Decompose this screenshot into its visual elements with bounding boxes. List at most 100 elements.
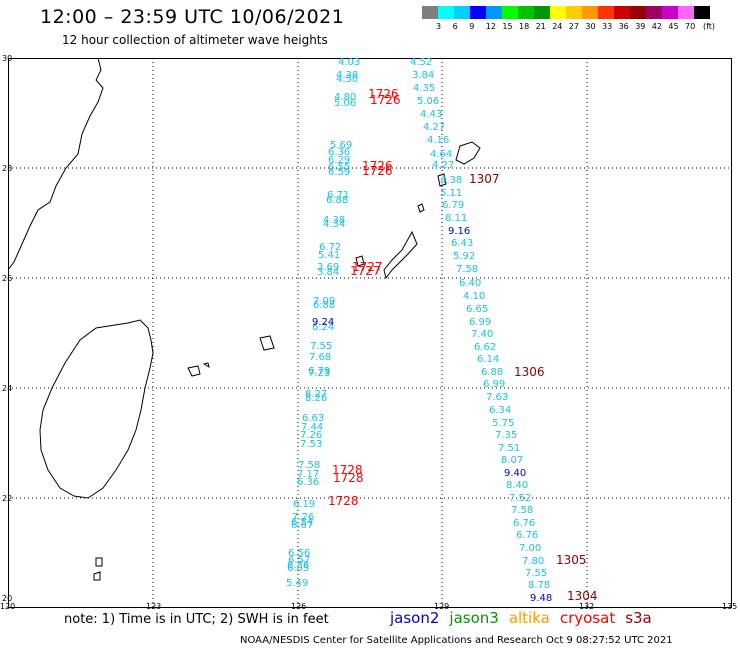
pass-time-label: 1304 bbox=[567, 589, 598, 603]
wave-height-value: 4.64 bbox=[430, 149, 453, 160]
legend-tick-label: 24 bbox=[552, 22, 563, 31]
wave-height-value: 9.16 bbox=[448, 226, 471, 237]
satellite-label-altika: altika bbox=[508, 609, 550, 627]
legend-swatch bbox=[614, 6, 630, 19]
wave-height-value: 6.54 bbox=[291, 517, 314, 528]
legend-tick-label: 30 bbox=[585, 22, 596, 31]
legend-swatch bbox=[422, 6, 438, 19]
wave-height-value: 4.16 bbox=[427, 135, 450, 146]
map-subtitle: 12 hour collection of altimeter wave hei… bbox=[62, 33, 328, 47]
wave-height-value: 7.00 bbox=[519, 543, 542, 554]
footer-credit: NOAA/NESDIS Center for Satellite Applica… bbox=[240, 635, 673, 646]
legend-swatch bbox=[550, 6, 566, 19]
wave-height-value: 7.52 bbox=[509, 493, 532, 504]
pass-time-label: 1728 bbox=[333, 471, 364, 485]
wave-height-value: 6.63 bbox=[302, 413, 325, 424]
y-tick-label: 30 bbox=[2, 54, 13, 63]
wave-height-value: 3.84 bbox=[317, 267, 340, 278]
wave-height-value: 4.38 bbox=[323, 215, 346, 226]
satellite-label-jason2: jason2 bbox=[390, 609, 440, 627]
legend-swatch bbox=[534, 6, 550, 19]
wave-height-value: 7.55 bbox=[525, 568, 548, 579]
legend-swatch bbox=[662, 6, 678, 19]
pass-time-label: 1306 bbox=[514, 365, 545, 379]
legend-swatch bbox=[454, 6, 470, 19]
y-tick-label: 22 bbox=[2, 494, 13, 503]
wave-height-value: 6.55 bbox=[328, 162, 351, 173]
pass-time-label: 1728 bbox=[332, 463, 363, 477]
wave-height-map bbox=[8, 58, 732, 608]
y-tick-label: 24 bbox=[2, 384, 13, 393]
wave-height-value: 6.56 bbox=[288, 548, 311, 559]
wave-height-value: 7.51 bbox=[498, 443, 521, 454]
wave-height-value: 7.26 bbox=[300, 430, 323, 441]
china-coastline bbox=[8, 58, 104, 271]
wave-height-value: 6.88 bbox=[326, 195, 349, 206]
legend-tick-label: 18 bbox=[519, 22, 530, 31]
pass-time-label: 1727 bbox=[352, 260, 383, 274]
wave-height-value: 7.58 bbox=[298, 460, 321, 471]
legend-swatch bbox=[598, 6, 614, 19]
legend-swatch bbox=[486, 6, 502, 19]
wave-height-value: 5.06 bbox=[334, 98, 357, 109]
y-tick-label: 28 bbox=[2, 164, 13, 173]
wave-height-value: 8.27 bbox=[305, 389, 328, 400]
wave-height-value: 6.40 bbox=[459, 278, 482, 289]
wave-height-value: 6.71 bbox=[327, 190, 350, 201]
pass-time-label: 1307 bbox=[469, 172, 500, 186]
wave-height-value: 7.09 bbox=[313, 296, 336, 307]
satellite-key: jason2 jason3 altika cryosat s3a bbox=[390, 609, 662, 627]
wave-height-value: 5.06 bbox=[417, 96, 440, 107]
wave-height-value: 6.62 bbox=[474, 342, 497, 353]
x-tick-label: 132 bbox=[579, 602, 595, 611]
wave-height-value: 7.58 bbox=[456, 264, 479, 275]
wave-height-value: 9.24 bbox=[312, 317, 335, 328]
wave-height-value: 5.49 bbox=[286, 578, 309, 589]
pass-time-label: 1726 bbox=[362, 164, 393, 178]
legend-tick-label: 45 bbox=[668, 22, 679, 31]
legend-swatch bbox=[694, 6, 710, 19]
wave-height-value: 6.36 bbox=[297, 477, 320, 488]
island-kume bbox=[355, 255, 365, 267]
wave-height-value: 5.75 bbox=[492, 418, 515, 429]
legend-swatch bbox=[582, 6, 598, 19]
wave-height-value: 6.99 bbox=[469, 317, 492, 328]
satellite-label-s3a: s3a bbox=[625, 609, 652, 627]
wave-height-value: 7.26 bbox=[292, 512, 315, 523]
wave-height-value: 5.11 bbox=[440, 188, 463, 199]
pass-time-label: 1726 bbox=[370, 93, 401, 107]
legend-swatch bbox=[502, 6, 518, 19]
wave-height-value: 6.72 bbox=[319, 242, 342, 253]
wave-height-value: 6.57 bbox=[288, 555, 311, 566]
legend-tick-label: 6 bbox=[452, 22, 458, 31]
wave-height-value: 6.24 bbox=[312, 322, 335, 333]
satellite-label-jason3: jason3 bbox=[449, 609, 499, 627]
legend-tick-label: 27 bbox=[568, 22, 579, 31]
islands-miyako bbox=[187, 335, 275, 377]
wave-height-value: 4.43 bbox=[420, 109, 443, 120]
legend-tick-label: 21 bbox=[535, 22, 546, 31]
legend-swatch bbox=[566, 6, 582, 19]
wave-height-value: 5.41 bbox=[318, 250, 341, 261]
wave-height-value: 7.23 bbox=[308, 368, 331, 379]
wave-height-value: 6.88 bbox=[313, 300, 336, 311]
wave-height-value: 4.27 bbox=[432, 160, 455, 171]
wave-height-value: 4.50 bbox=[336, 74, 359, 85]
x-tick-label: 123 bbox=[146, 602, 162, 611]
wave-height-value: 7.63 bbox=[486, 392, 509, 403]
pass-time-label: 1727 bbox=[350, 264, 381, 278]
wave-height-value: 5.92 bbox=[453, 251, 476, 262]
note-text: note: 1) Time is in UTC; 2) SWH is in fe… bbox=[64, 612, 329, 627]
wave-height-value: 6.99 bbox=[483, 379, 506, 390]
wave-height-value: 6.88 bbox=[481, 367, 504, 378]
wave-height-value: 9.40 bbox=[504, 468, 527, 479]
legend-tick-label: 12 bbox=[485, 22, 496, 31]
pass-time-label: 1726 bbox=[368, 87, 399, 101]
legend-unit: (ft) bbox=[703, 22, 716, 31]
legend-tick-label: 39 bbox=[635, 22, 646, 31]
wave-height-value: 6.59 bbox=[328, 167, 351, 178]
legend-tick-label: 36 bbox=[618, 22, 629, 31]
wave-height-value: 8.26 bbox=[305, 393, 328, 404]
wave-height-value: 7.35 bbox=[495, 430, 518, 441]
wave-height-value: 6.05 bbox=[287, 563, 310, 574]
